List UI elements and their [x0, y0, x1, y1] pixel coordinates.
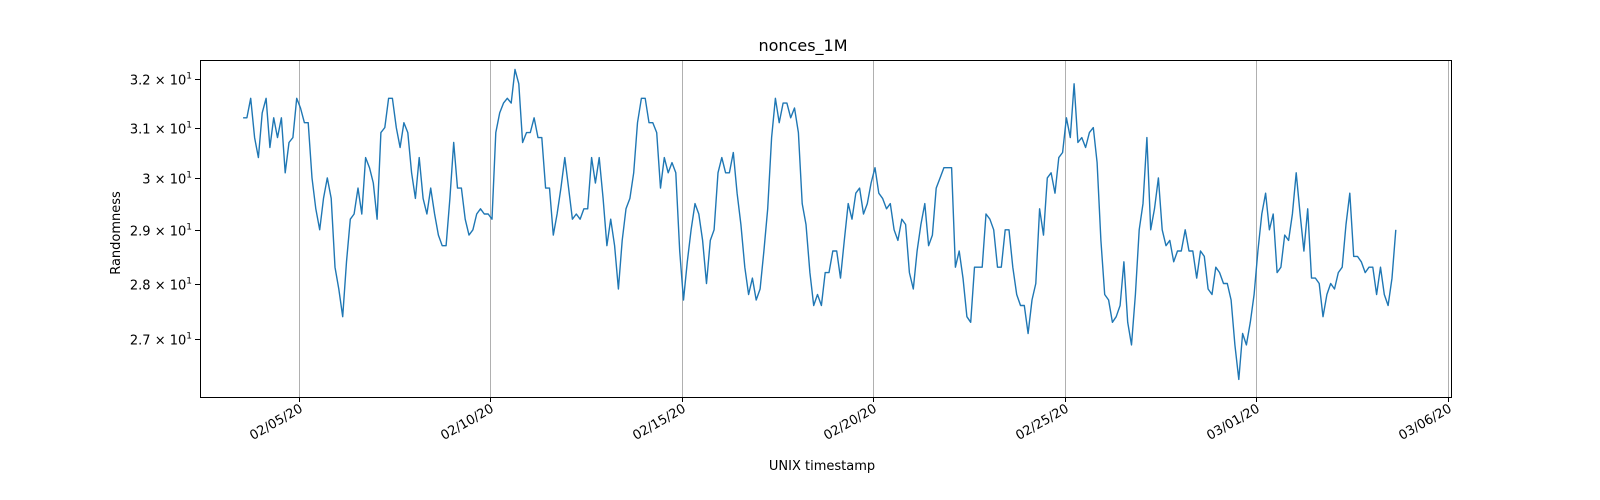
- y-tick-label: 3 × 101: [142, 171, 192, 188]
- plot-frame: [200, 60, 1452, 398]
- y-tick-label: 2.9 × 101: [130, 223, 192, 240]
- x-tick-label: 03/01/20: [1204, 401, 1262, 443]
- x-tick-label: 02/05/20: [247, 401, 305, 443]
- x-axis-label: UNIX timestamp: [769, 459, 875, 474]
- y-tick-label: 3.2 × 101: [130, 72, 192, 89]
- x-tick-label: 02/10/20: [438, 401, 496, 443]
- x-tick-label: 02/15/20: [630, 401, 688, 443]
- y-tick-label: 2.8 × 101: [130, 277, 192, 294]
- x-tick-label: 03/06/20: [1396, 401, 1454, 443]
- y-axis: 2.7 × 101 2.8 × 101 2.9 × 101 3 × 101 3.1 × …: [130, 72, 200, 349]
- chart-title: nonces_1M: [758, 36, 847, 56]
- x-tick-label: 02/20/20: [821, 401, 879, 443]
- x-axis: 02/05/20 02/10/20 02/15/20 02/20/20 02/25/20…: [247, 397, 1455, 444]
- y-axis-label: Randomness: [109, 191, 124, 275]
- grid-lines: [299, 60, 1449, 397]
- y-tick-label: 2.7 × 101: [130, 332, 192, 349]
- series-line: [243, 68, 1397, 381]
- y-tick-label: 3.1 × 101: [130, 121, 192, 138]
- x-tick-label: 02/25/20: [1013, 401, 1071, 443]
